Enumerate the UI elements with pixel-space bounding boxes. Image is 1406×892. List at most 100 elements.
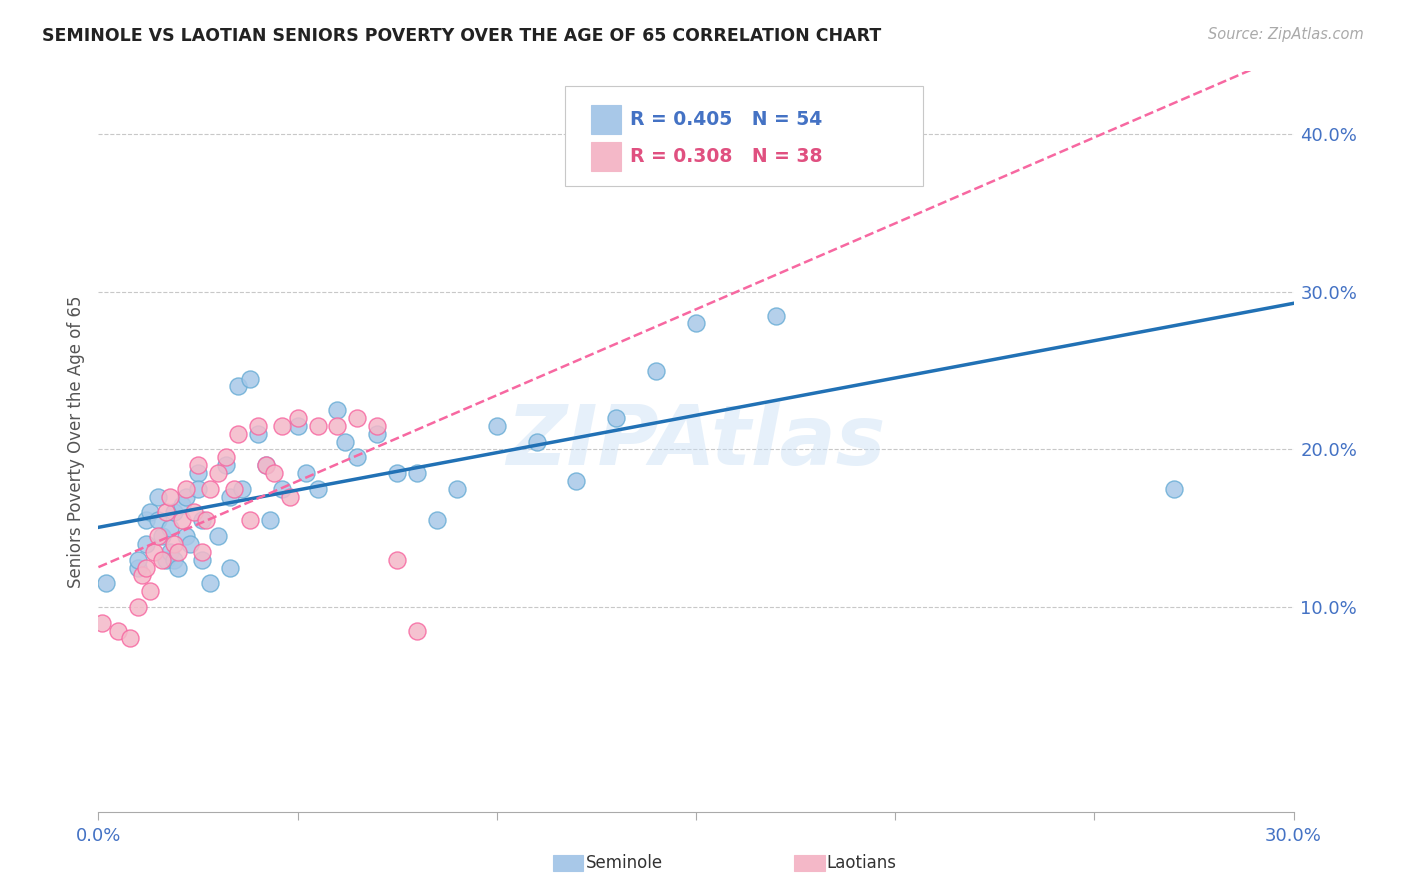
Point — [155, 505, 177, 519]
Point — [366, 418, 388, 433]
Point — [246, 418, 269, 433]
Point — [239, 513, 262, 527]
Point — [143, 545, 166, 559]
Point — [148, 529, 170, 543]
Bar — [591, 105, 620, 134]
Point — [215, 458, 238, 472]
Point — [326, 418, 349, 433]
Text: Laotians: Laotians — [827, 855, 897, 872]
Point — [135, 560, 157, 574]
Text: Seminole: Seminole — [586, 855, 664, 872]
Point — [139, 505, 162, 519]
Y-axis label: Seniors Poverty Over the Age of 65: Seniors Poverty Over the Age of 65 — [66, 295, 84, 588]
Point — [96, 576, 118, 591]
Point — [207, 466, 229, 480]
Point — [179, 537, 201, 551]
Text: SEMINOLE VS LAOTIAN SENIORS POVERTY OVER THE AGE OF 65 CORRELATION CHART: SEMINOLE VS LAOTIAN SENIORS POVERTY OVER… — [42, 27, 882, 45]
Point — [139, 584, 162, 599]
Point — [163, 505, 186, 519]
Point — [174, 490, 197, 504]
Point — [135, 513, 157, 527]
Point — [191, 552, 214, 566]
Point — [163, 552, 186, 566]
Point — [605, 411, 627, 425]
Point — [207, 529, 229, 543]
Point — [270, 482, 292, 496]
Point — [187, 482, 209, 496]
Point — [172, 513, 194, 527]
Point — [287, 411, 309, 425]
Point — [150, 552, 173, 566]
Point — [259, 513, 281, 527]
Point — [385, 552, 409, 566]
Point — [263, 466, 285, 480]
FancyBboxPatch shape — [565, 87, 924, 186]
Point — [127, 599, 149, 614]
Point — [565, 474, 588, 488]
Point — [326, 403, 349, 417]
Point — [131, 568, 153, 582]
Point — [765, 309, 787, 323]
Text: ZIPAtlas: ZIPAtlas — [506, 401, 886, 482]
Text: R = 0.405   N = 54: R = 0.405 N = 54 — [630, 110, 823, 129]
Point — [222, 482, 245, 496]
Point — [167, 560, 190, 574]
Point — [346, 450, 368, 465]
Point — [198, 482, 221, 496]
Bar — [591, 143, 620, 170]
Point — [226, 379, 249, 393]
Point — [167, 545, 190, 559]
Point — [270, 418, 292, 433]
Point — [195, 513, 218, 527]
Point — [485, 418, 508, 433]
Point — [191, 513, 214, 527]
Point — [183, 505, 205, 519]
Point — [187, 458, 209, 472]
Point — [239, 371, 262, 385]
Point — [127, 560, 149, 574]
Point — [219, 560, 242, 574]
Point — [155, 552, 177, 566]
Point — [278, 490, 301, 504]
Point — [91, 615, 114, 630]
Point — [645, 364, 668, 378]
Point — [159, 490, 181, 504]
Point — [174, 529, 197, 543]
Text: R = 0.308   N = 38: R = 0.308 N = 38 — [630, 147, 823, 166]
Point — [406, 624, 429, 638]
Point — [335, 434, 357, 449]
Point — [385, 466, 409, 480]
Point — [174, 482, 197, 496]
Point — [254, 458, 277, 472]
Point — [226, 426, 249, 441]
Point — [135, 537, 157, 551]
Text: Source: ZipAtlas.com: Source: ZipAtlas.com — [1208, 27, 1364, 42]
Point — [163, 537, 186, 551]
Point — [307, 482, 329, 496]
Point — [246, 426, 269, 441]
Point — [120, 632, 142, 646]
Point — [1163, 482, 1185, 496]
Point — [426, 513, 449, 527]
Point — [254, 458, 277, 472]
Point — [526, 434, 548, 449]
Point — [219, 490, 242, 504]
Point — [148, 490, 170, 504]
Point — [198, 576, 221, 591]
Point — [287, 418, 309, 433]
Point — [406, 466, 429, 480]
Point — [127, 552, 149, 566]
Point — [107, 624, 129, 638]
Point — [148, 513, 170, 527]
Point — [191, 545, 214, 559]
Point — [366, 426, 388, 441]
Point — [172, 498, 194, 512]
Point — [159, 545, 181, 559]
Point — [159, 521, 181, 535]
Point — [150, 529, 173, 543]
Point — [446, 482, 468, 496]
Point — [231, 482, 253, 496]
Point — [294, 466, 316, 480]
Point — [307, 418, 329, 433]
Point — [215, 450, 238, 465]
